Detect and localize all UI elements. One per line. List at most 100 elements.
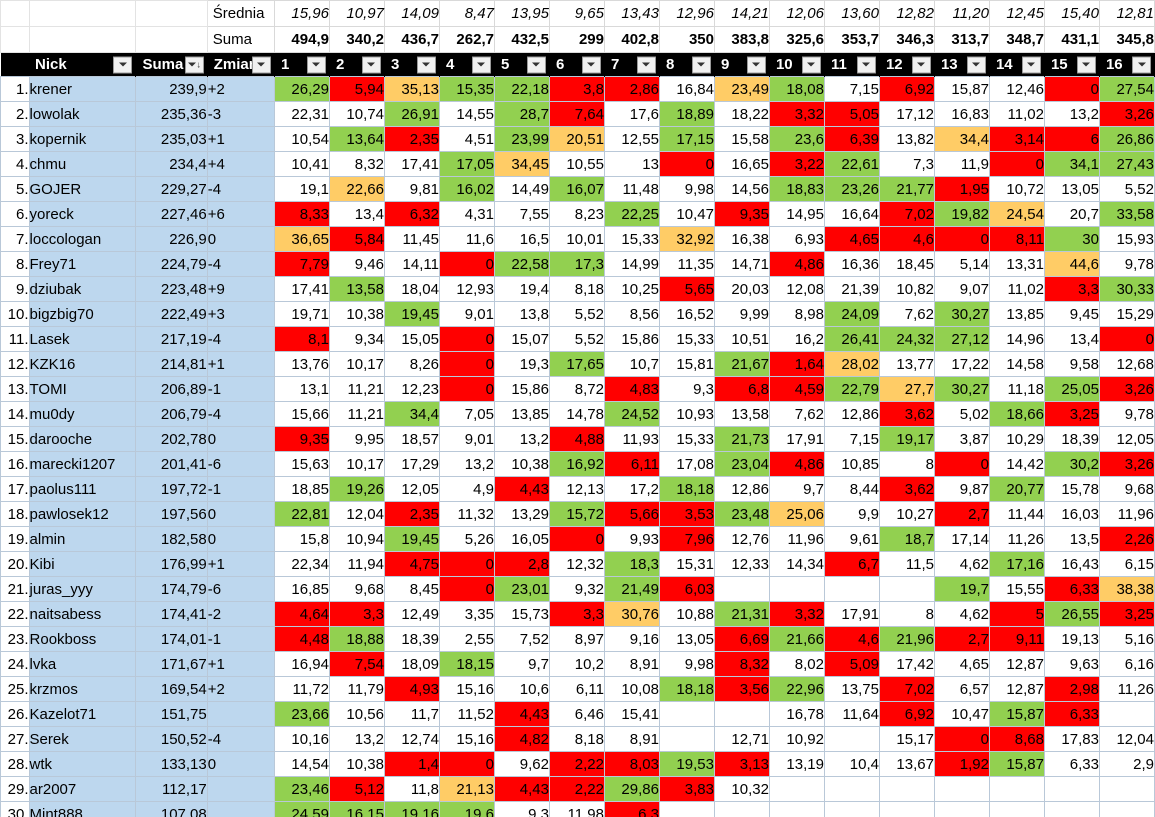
header-suma[interactable]: Suma ↓ (135, 52, 208, 77)
filter-dropdown-icon[interactable] (526, 56, 546, 73)
filter-dropdown-icon[interactable] (1132, 56, 1151, 73)
row-nick[interactable]: mu0dy (28, 401, 137, 427)
row-score-cell: 11,48 (603, 176, 660, 202)
filter-dropdown-icon[interactable] (1076, 56, 1096, 73)
sum-value: 340,2 (328, 26, 385, 53)
row-nick[interactable]: pawlosek12 (28, 501, 137, 527)
header-round-7[interactable]: 7 (604, 52, 660, 77)
row-score-cell: 6,92 (878, 76, 935, 102)
filter-dropdown-icon[interactable] (856, 56, 876, 73)
header-round-15[interactable]: 15 (1044, 52, 1100, 77)
row-nick[interactable]: Serek (28, 726, 137, 752)
filter-dropdown-icon[interactable] (471, 56, 491, 73)
row-score-cell: 13,58 (328, 276, 385, 302)
row-score-cell: 7,62 (878, 301, 935, 327)
row-nick[interactable]: almin (28, 526, 137, 552)
row-score-cell: 7,15 (823, 426, 880, 452)
row-nick[interactable]: KZK16 (28, 351, 137, 377)
row-nick[interactable]: juras_yyy (28, 576, 137, 602)
header-round-5[interactable]: 5 (494, 52, 550, 77)
filter-dropdown-icon[interactable] (966, 56, 986, 73)
filter-dropdown-icon[interactable] (306, 56, 326, 73)
row-score-cell: 12,76 (713, 526, 770, 552)
row-score-cell (933, 801, 990, 817)
header-round-14[interactable]: 14 (989, 52, 1045, 77)
table-row: 16. marecki1207 201,41 -6 15,63 10,17 17,29 13,… (0, 451, 1155, 477)
row-suma: 176,99 (135, 551, 208, 577)
row-score-cell: 17,41 (383, 151, 440, 177)
average-value: 12,45 (988, 0, 1045, 27)
filter-dropdown-icon[interactable]: ↓ (184, 56, 204, 73)
row-nick[interactable]: Mint888 (28, 801, 137, 817)
header-round-13[interactable]: 13 (934, 52, 990, 77)
filter-dropdown-icon[interactable] (801, 56, 821, 73)
header-round-3[interactable]: 3 (384, 52, 440, 77)
row-nick[interactable]: Kazelot71 (28, 701, 137, 727)
header-round-6[interactable]: 6 (549, 52, 605, 77)
row-score-cell: 9,3 (493, 801, 550, 817)
filter-dropdown-icon[interactable] (416, 56, 436, 73)
row-nick[interactable]: bigzbig70 (28, 301, 137, 327)
row-score-cell: 11,94 (328, 551, 385, 577)
row-score-cell: 3,35 (438, 601, 495, 627)
header-round-12[interactable]: 12 (879, 52, 935, 77)
row-score-cell: 14,49 (493, 176, 550, 202)
row-score-cell: 0 (933, 226, 990, 252)
header-round-11[interactable]: 11 (824, 52, 880, 77)
filter-dropdown-icon[interactable] (636, 56, 656, 73)
row-nick[interactable]: krzmos (28, 676, 137, 702)
row-nick[interactable]: ar2007 (28, 776, 137, 802)
header-round-8[interactable]: 8 (659, 52, 715, 77)
row-score-cell: 18,88 (328, 626, 385, 652)
row-nick[interactable]: Frey71 (28, 251, 137, 277)
row-nick[interactable]: TOMI (28, 376, 137, 402)
row-nick[interactable]: GOJER (28, 176, 137, 202)
filter-dropdown-icon[interactable] (746, 56, 766, 73)
row-score-cell: 21,39 (823, 276, 880, 302)
filter-dropdown-icon[interactable] (691, 56, 711, 73)
row-nick[interactable]: dziubak (28, 276, 137, 302)
row-score-cell: 8,45 (383, 576, 440, 602)
row-nick[interactable]: wtk (28, 751, 137, 777)
row-score-cell: 13,85 (988, 301, 1045, 327)
header-zmiana[interactable]: Zmiana (207, 52, 275, 77)
row-nick[interactable]: yoreck (28, 201, 137, 227)
row-nick[interactable]: Rookboss (28, 626, 137, 652)
row-score-cell: 10,41 (273, 151, 330, 177)
filter-dropdown-icon[interactable] (911, 56, 931, 73)
header-round-1[interactable]: 1 (274, 52, 330, 77)
row-score-cell: 15,58 (713, 126, 770, 152)
table-row: 15. darooche 202,78 0 9,35 9,95 18,57 9,01 13,2 4… (0, 426, 1155, 452)
filter-dropdown-icon[interactable] (113, 56, 133, 73)
row-score-cell: 10,29 (988, 426, 1045, 452)
row-nick[interactable]: lowolak (28, 101, 137, 127)
row-score-cell: 9,16 (603, 626, 660, 652)
row-score-cell: 7,02 (878, 201, 935, 227)
header-round-10[interactable]: 10 (769, 52, 825, 77)
row-score-cell: 11,64 (823, 701, 880, 727)
row-nick[interactable]: krener (28, 76, 137, 102)
filter-dropdown-icon[interactable] (1021, 56, 1041, 73)
row-score-cell: 16,78 (768, 701, 825, 727)
row-nick[interactable]: Kibi (28, 551, 137, 577)
header-round-2[interactable]: 2 (329, 52, 385, 77)
header-round-4[interactable]: 4 (439, 52, 495, 77)
header-round-16[interactable]: 16 (1099, 52, 1155, 77)
row-nick[interactable]: Lasek (28, 326, 137, 352)
row-score-cell: 19,4 (493, 276, 550, 302)
filter-dropdown-icon[interactable] (361, 56, 381, 73)
row-nick[interactable]: chmu (28, 151, 137, 177)
header-round-9[interactable]: 9 (714, 52, 770, 77)
row-nick[interactable]: lvka (28, 651, 137, 677)
row-score-cell: 9,07 (933, 276, 990, 302)
row-nick[interactable]: paolus111 (28, 476, 137, 502)
row-nick[interactable]: darooche (28, 426, 137, 452)
row-nick[interactable]: naitsabess (28, 601, 137, 627)
filter-dropdown-icon[interactable] (251, 56, 271, 73)
row-nick[interactable]: kopernik (28, 126, 137, 152)
row-nick[interactable]: loccologan (28, 226, 137, 252)
filter-dropdown-icon[interactable] (581, 56, 601, 73)
row-rank: 23. (0, 626, 30, 652)
row-nick[interactable]: marecki1207 (28, 451, 137, 477)
header-nick[interactable]: Nick (29, 52, 137, 77)
